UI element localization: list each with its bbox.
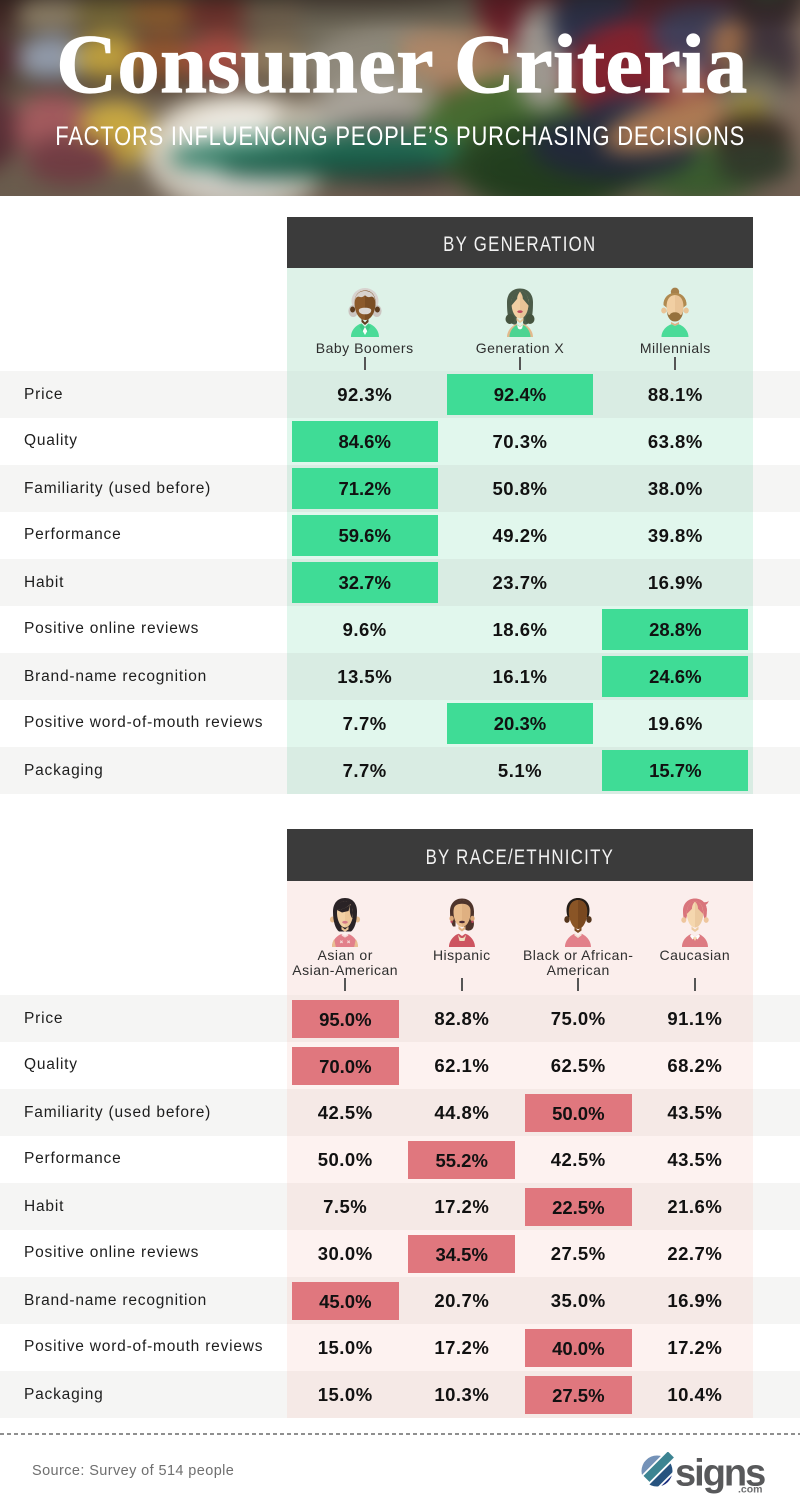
svg-text:.com: .com bbox=[738, 1484, 763, 1496]
svg-text:signs: signs bbox=[675, 1453, 765, 1495]
